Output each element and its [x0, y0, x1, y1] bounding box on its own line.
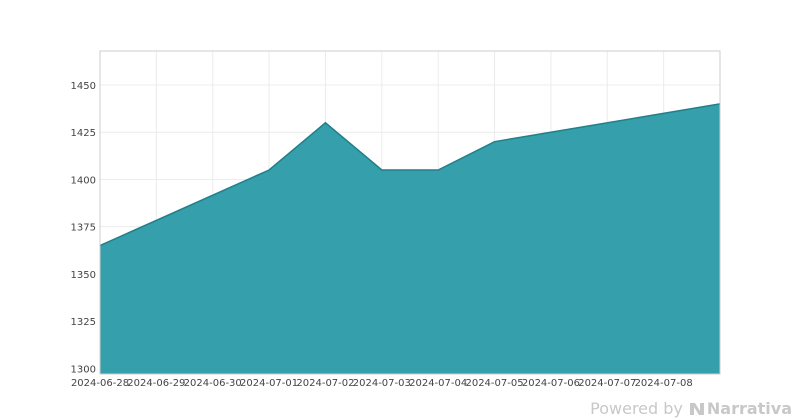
series-area	[100, 103, 720, 374]
x-tick-label: 2024-06-30	[184, 378, 242, 389]
y-tick-label: 1325	[71, 317, 96, 328]
y-tick-label: 1400	[71, 175, 96, 186]
powered-by-text: Powered by	[590, 399, 683, 418]
x-tick-label: 2024-07-07	[578, 378, 636, 389]
brand-name: Narrativa	[706, 399, 792, 418]
y-tick-label: 1350	[71, 270, 96, 281]
y-tick-label: 1450	[71, 81, 96, 92]
x-tick-label: 2024-07-08	[635, 378, 693, 389]
x-axis-tick-labels: 2024-06-282024-06-292024-06-302024-07-01…	[71, 378, 693, 389]
y-tick-label: 1425	[71, 128, 96, 139]
series-area-layer	[99, 103, 721, 374]
x-tick-label: 2024-07-06	[522, 378, 580, 389]
y-axis-tick-labels: 1300 1325 1350 1375 1400 1425 1450	[71, 81, 96, 375]
series-line	[99, 103, 721, 247]
x-tick-label: 2024-06-28	[71, 378, 129, 389]
x-tick-label: 2024-07-03	[353, 378, 411, 389]
powered-by-watermark: Powered by Narrativa	[590, 399, 792, 418]
plot-frame	[99, 50, 721, 375]
y-tick-label: 1375	[71, 223, 96, 234]
x-tick-label: 2024-07-01	[240, 378, 298, 389]
x-tick-label: 2024-07-05	[465, 378, 523, 389]
brand: Narrativa	[689, 399, 792, 418]
x-tick-label: 2024-07-02	[296, 378, 354, 389]
narrativa-logo-icon	[689, 402, 704, 415]
x-tick-label: 2024-06-29	[127, 378, 185, 389]
x-tick-label: 2024-07-04	[409, 378, 467, 389]
y-tick-label: 1300	[71, 364, 96, 375]
